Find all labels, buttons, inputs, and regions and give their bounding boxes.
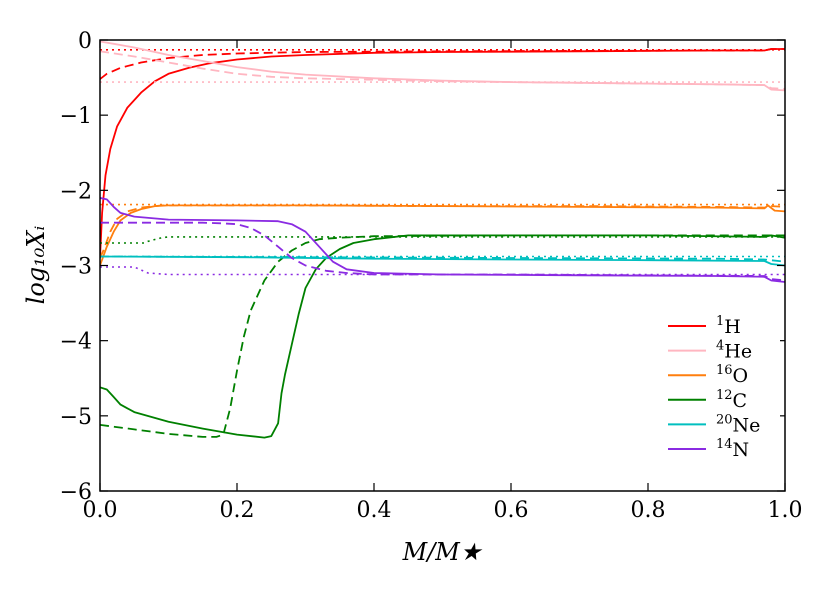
y-tick-label: −2 xyxy=(60,179,92,204)
series-he-dashed-line xyxy=(100,50,785,90)
series-o-solid-line xyxy=(100,204,785,266)
x-axis-label: M/M★ xyxy=(402,538,483,566)
series-h-solid-line xyxy=(100,48,785,259)
legend-entry: 4He xyxy=(716,339,752,363)
y-tick-label: −1 xyxy=(60,104,92,129)
x-tick-label: 0.0 xyxy=(83,498,118,523)
legend-entry: 1H xyxy=(716,314,741,338)
x-tick-label: 0.4 xyxy=(357,498,392,523)
x-tick-label: 1.0 xyxy=(768,498,803,523)
y-tick-label: −6 xyxy=(60,480,92,505)
x-tick-label: 0.8 xyxy=(631,498,666,523)
x-tick-label: 0.6 xyxy=(494,498,529,523)
series-c-dashed-line xyxy=(100,234,785,438)
series-n-solid-line xyxy=(100,197,785,283)
legend-entry: 14N xyxy=(716,437,749,461)
y-axis-label: log₁₀Xᵢ xyxy=(22,226,50,305)
series-n-dashed-line xyxy=(100,221,785,282)
series-he-solid-line xyxy=(100,40,785,92)
y-tick-label: −3 xyxy=(60,255,92,280)
y-tick-label: 0 xyxy=(78,29,92,54)
series-ne-solid-line xyxy=(100,255,785,267)
series-c-dotted-line xyxy=(100,236,785,244)
x-tick-label: 0.2 xyxy=(220,498,255,523)
series-c-solid-line xyxy=(100,234,785,439)
series-layer xyxy=(100,40,785,439)
legend-background xyxy=(660,313,780,473)
legend-entry: 20Ne xyxy=(716,412,760,436)
legend-entry: 12C xyxy=(716,388,747,412)
tick-layer: 0.0 0.2 0.4 0.6 0.8 1.0 0 −1 −2 −3 −4 −5 −6 xyxy=(60,29,803,523)
y-tick-label: −5 xyxy=(60,405,92,430)
y-tick-label: −4 xyxy=(60,330,92,355)
series-n-dotted-line xyxy=(100,266,785,276)
series-o-dashed-line xyxy=(100,204,785,259)
legend-entry: 16O xyxy=(716,363,748,387)
